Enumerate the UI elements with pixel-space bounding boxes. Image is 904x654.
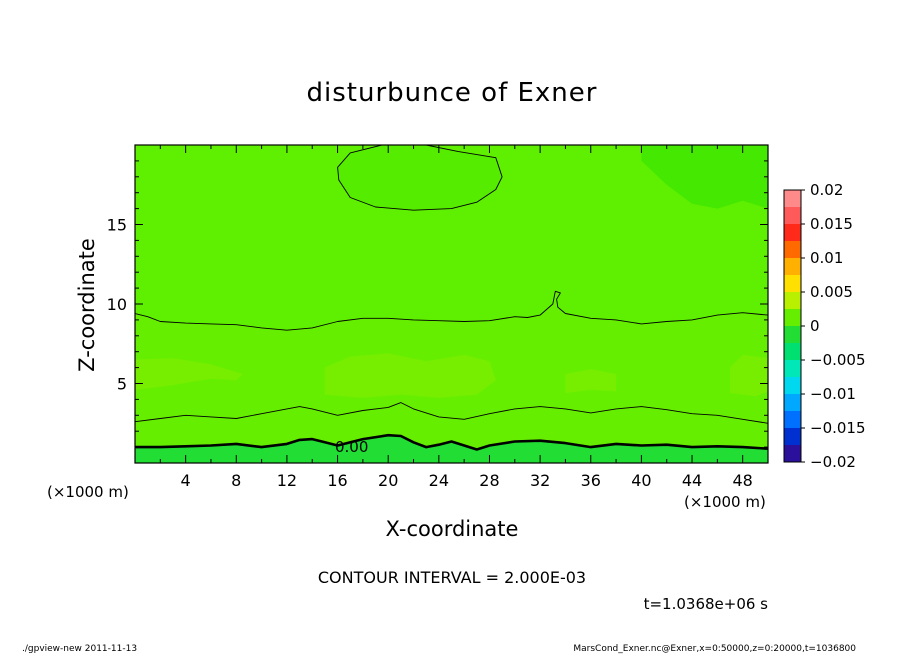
- colorbar-tick-label: −0.015: [810, 419, 866, 437]
- colorbar-band: [784, 292, 801, 310]
- contour-lines: [135, 145, 768, 451]
- colorbar-band: [784, 224, 801, 242]
- colorbar-band: [784, 275, 801, 293]
- time-label: t=1.0368e+06 s: [644, 595, 769, 613]
- colorbar-tick-label: −0.02: [810, 453, 856, 471]
- x-tick-label: 36: [581, 471, 601, 490]
- colorbar-band: [784, 445, 801, 463]
- plot-area: [135, 145, 768, 463]
- colorbar-band: [784, 343, 801, 361]
- colorbar-band: [784, 309, 801, 327]
- footer-right: MarsCond_Exner.nc@Exner,x=0:50000,z=0:20…: [573, 644, 856, 654]
- x-tick-label: 24: [429, 471, 449, 490]
- contour-line: [337, 145, 503, 211]
- colorbar-tick-label: 0.005: [810, 283, 853, 301]
- y-tick-label: 15: [107, 216, 127, 235]
- x-tick-label: 8: [231, 471, 241, 490]
- x-tick-label: 4: [181, 471, 191, 490]
- colorbar-tick-label: 0: [810, 317, 820, 335]
- x-tick-label: 48: [733, 471, 753, 490]
- x-unit-label-right: (×1000 m): [684, 493, 766, 511]
- colorbar-band: [784, 360, 801, 378]
- contour-interval-label: CONTOUR INTERVAL = 2.000E-03: [318, 568, 586, 587]
- colorbar-tick-label: 0.01: [810, 249, 843, 267]
- x-tick-label: 40: [631, 471, 651, 490]
- colorbar-band: [784, 394, 801, 412]
- colorbar: 0.02 0.015 0.01 0.005 0 −0.005 −0.01 −0.015 −0.0…: [783, 181, 866, 471]
- colorbar-band: [784, 190, 801, 208]
- y-axis: 5 10 15: [107, 160, 768, 448]
- x-tick-label: 16: [327, 471, 347, 490]
- fill-region-patch: [730, 354, 768, 397]
- chart-title: disturbunce of Exner: [307, 78, 598, 108]
- x-tick-label: 12: [277, 471, 297, 490]
- fill-region-patch: [565, 369, 617, 393]
- contour-label-zero: 0.00: [335, 438, 368, 456]
- x-axis: 4 8 12 16 20 24 28 32 36 40 44 48: [159, 145, 753, 490]
- fill-region-upper-right: [641, 145, 768, 209]
- colorbar-tick-label: −0.005: [810, 351, 866, 369]
- colorbar-tick-label: −0.01: [810, 385, 856, 403]
- fill-region-patch: [324, 353, 496, 398]
- x-tick-label: 28: [479, 471, 499, 490]
- colorbar-band: [784, 428, 801, 446]
- colorbar-band: [784, 258, 801, 276]
- x-tick-label: 44: [682, 471, 702, 490]
- contour-line: [135, 402, 768, 424]
- y-tick-label: 5: [117, 375, 127, 394]
- contour-line: [135, 290, 768, 331]
- colorbar-tick-label: 0.02: [810, 181, 843, 199]
- colorbar-band: [784, 326, 801, 344]
- y-tick-label: 10: [107, 295, 127, 314]
- colorbar-band: [784, 207, 801, 225]
- fill-region-upper-oval: [337, 145, 503, 211]
- colorbar-band: [784, 377, 801, 395]
- fill-region-patch: [135, 358, 243, 390]
- y-axis-title: Z-coordinate: [75, 238, 99, 372]
- footer-left: ./gpview-new 2011-11-13: [22, 644, 137, 654]
- contour-line: [135, 433, 768, 451]
- colorbar-band: [784, 411, 801, 429]
- x-unit-label-left: (×1000 m): [47, 483, 129, 501]
- x-tick-label: 20: [378, 471, 398, 490]
- x-axis-title: X-coordinate: [386, 517, 519, 541]
- colorbar-tick-label: 0.015: [810, 215, 853, 233]
- x-tick-label: 32: [530, 471, 550, 490]
- colorbar-band: [784, 241, 801, 259]
